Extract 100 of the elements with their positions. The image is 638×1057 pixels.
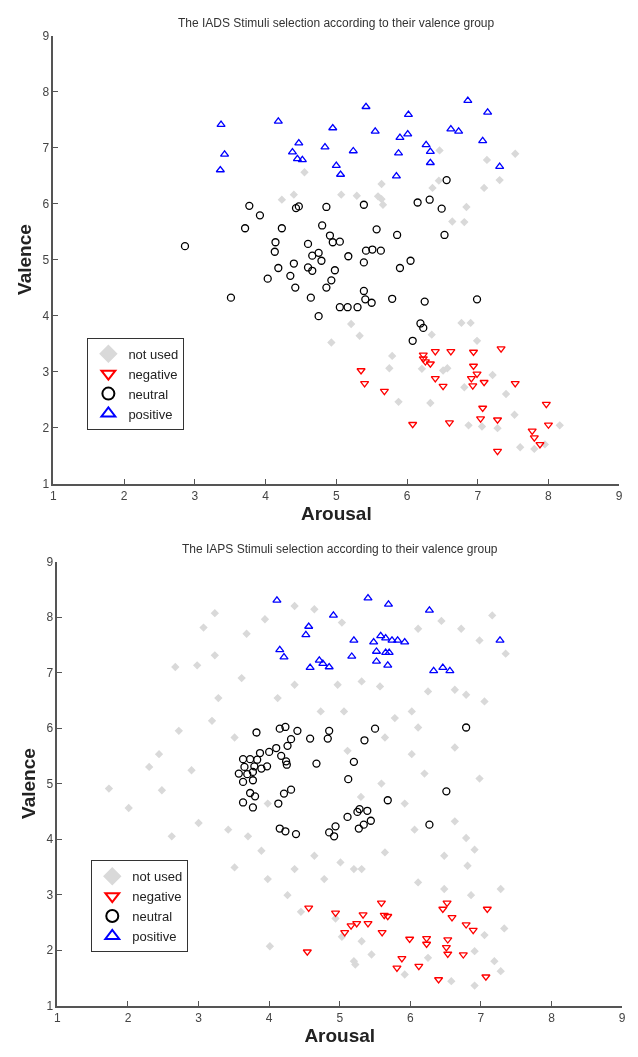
point — [376, 246, 385, 255]
point — [275, 724, 284, 733]
point — [248, 803, 258, 812]
point — [425, 820, 434, 829]
point — [458, 952, 468, 959]
point — [340, 929, 350, 937]
point — [457, 318, 466, 327]
point — [349, 636, 359, 643]
point — [352, 191, 361, 200]
point — [356, 368, 366, 375]
y-tick-label: 2 — [42, 420, 50, 435]
point — [294, 138, 304, 146]
point — [392, 230, 402, 240]
point — [360, 736, 369, 745]
point — [430, 349, 440, 356]
point — [331, 822, 340, 831]
y-tick-label: 6 — [42, 196, 50, 211]
point — [367, 298, 376, 307]
point — [363, 594, 373, 601]
point — [180, 242, 190, 251]
x-tick-label: 2 — [124, 1010, 132, 1025]
point — [272, 743, 281, 753]
point — [529, 435, 539, 442]
point — [468, 363, 479, 371]
point — [414, 963, 424, 971]
y-axis-title: Valence — [13, 224, 35, 295]
point — [322, 202, 331, 212]
point — [335, 303, 344, 312]
point — [248, 776, 258, 785]
point — [323, 734, 332, 743]
point — [395, 263, 405, 273]
point — [335, 237, 344, 246]
point — [347, 652, 357, 659]
point — [377, 180, 386, 188]
point — [238, 777, 248, 787]
point — [541, 401, 552, 409]
point — [343, 303, 352, 312]
point — [238, 798, 248, 807]
point — [394, 397, 403, 406]
y-tick-label: 3 — [42, 364, 50, 379]
legend-label: positive — [132, 929, 177, 945]
point — [349, 757, 359, 767]
point — [287, 147, 298, 155]
point — [304, 905, 314, 913]
x-tick-label: 9 — [615, 488, 623, 503]
point — [427, 330, 436, 339]
point — [255, 211, 265, 220]
point — [388, 352, 397, 360]
point — [322, 283, 331, 292]
point — [314, 248, 323, 258]
point — [479, 379, 489, 387]
point — [443, 937, 453, 944]
point — [347, 320, 356, 328]
point — [226, 293, 236, 302]
point — [483, 156, 491, 164]
point — [303, 263, 313, 272]
point — [274, 263, 283, 273]
point — [281, 757, 291, 766]
point — [327, 338, 336, 347]
point — [286, 735, 296, 744]
point — [460, 218, 469, 226]
point — [318, 221, 327, 230]
x-axis-title: Arousal — [304, 1024, 376, 1046]
point — [377, 195, 386, 204]
point — [468, 927, 478, 935]
point — [359, 258, 369, 267]
point — [245, 201, 254, 210]
point — [346, 923, 356, 930]
point — [243, 769, 252, 779]
point — [320, 142, 330, 150]
point — [279, 789, 289, 798]
point — [530, 444, 539, 453]
x-tick-label: 7 — [477, 1010, 485, 1025]
point — [216, 120, 226, 128]
x-tick-label: 9 — [618, 1010, 626, 1025]
point — [408, 336, 417, 345]
point — [376, 900, 387, 908]
point — [426, 399, 435, 407]
point — [383, 913, 393, 921]
point — [379, 912, 389, 920]
point — [353, 807, 362, 817]
point — [379, 388, 390, 396]
point — [289, 259, 299, 268]
point — [460, 383, 469, 392]
point — [494, 162, 505, 170]
point — [286, 785, 296, 794]
point — [270, 247, 279, 256]
point — [353, 303, 362, 312]
point — [502, 390, 510, 398]
point — [510, 380, 520, 388]
y-tick-label: 8 — [46, 610, 54, 625]
point — [337, 190, 346, 199]
point — [325, 828, 334, 837]
point — [468, 349, 479, 357]
point — [255, 748, 265, 758]
point — [325, 726, 334, 735]
point — [472, 371, 482, 378]
point — [478, 422, 486, 431]
point — [421, 941, 432, 949]
point — [511, 149, 520, 158]
